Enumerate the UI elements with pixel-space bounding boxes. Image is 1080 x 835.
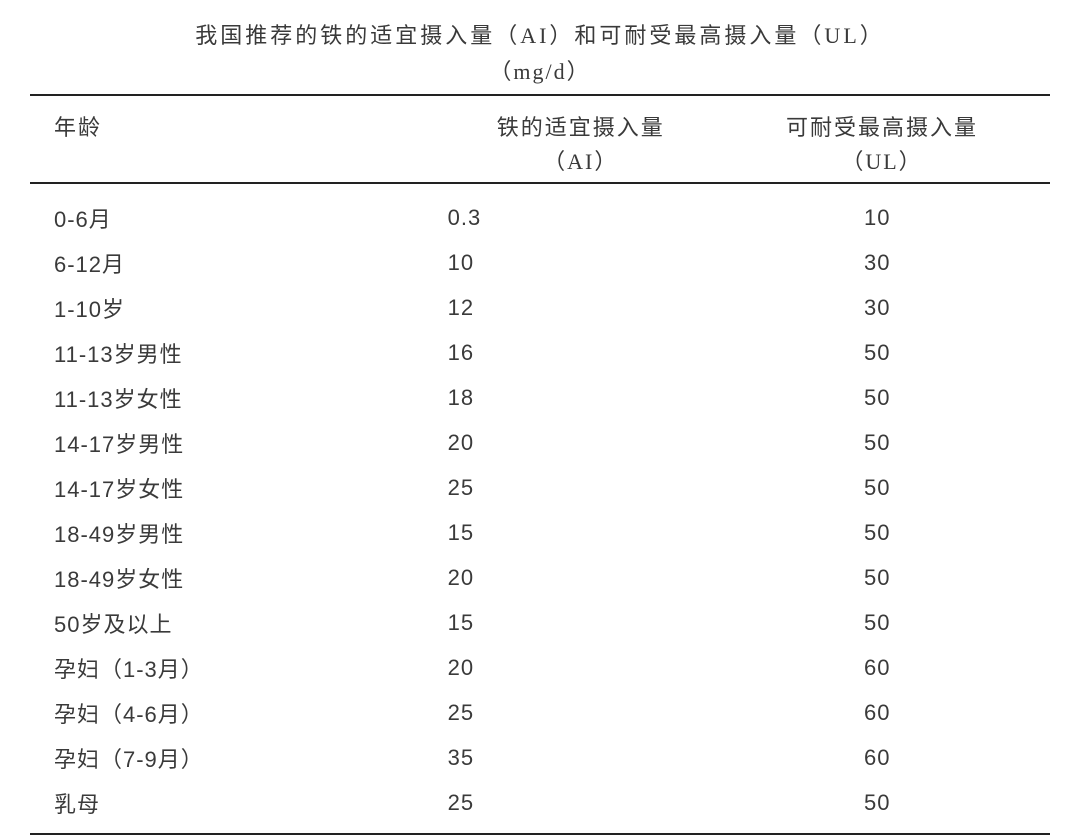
cell-ai: 12	[418, 286, 744, 331]
cell-age: 孕妇（1-3月）	[30, 646, 418, 691]
cell-ai: 25	[418, 691, 744, 736]
cell-ai: 20	[418, 421, 744, 466]
cell-age: 14-17岁女性	[30, 466, 418, 511]
table-row: 乳母2550	[30, 781, 1050, 834]
table-subtitle: （mg/d）	[30, 54, 1050, 94]
table-container: 我国推荐的铁的适宜摄入量（AI）和可耐受最高摄入量（UL） （mg/d） 年龄 …	[30, 10, 1050, 835]
cell-ai: 15	[418, 511, 744, 556]
cell-age: 0-6月	[30, 184, 418, 241]
table-row: 11-13岁男性1650	[30, 331, 1050, 376]
cell-age: 11-13岁女性	[30, 376, 418, 421]
cell-ai: 25	[418, 781, 744, 834]
cell-age: 6-12月	[30, 241, 418, 286]
table-row: 6-12月1030	[30, 241, 1050, 286]
cell-ai: 18	[418, 376, 744, 421]
cell-ul: 60	[744, 736, 1050, 781]
cell-ul: 60	[744, 646, 1050, 691]
cell-ul: 50	[744, 511, 1050, 556]
header-ul: 可耐受最高摄入量 （UL）	[744, 96, 1050, 182]
cell-age: 50岁及以上	[30, 601, 418, 646]
cell-age: 1-10岁	[30, 286, 418, 331]
cell-age: 孕妇（7-9月）	[30, 736, 418, 781]
cell-age: 14-17岁男性	[30, 421, 418, 466]
cell-ai: 35	[418, 736, 744, 781]
table-row: 50岁及以上1550	[30, 601, 1050, 646]
cell-ai: 25	[418, 466, 744, 511]
table-row: 孕妇（4-6月）2560	[30, 691, 1050, 736]
cell-age: 乳母	[30, 781, 418, 834]
cell-age: 11-13岁男性	[30, 331, 418, 376]
data-table-body: 0-6月0.3106-12月10301-10岁123011-13岁男性16501…	[30, 184, 1050, 833]
table-row: 孕妇（1-3月）2060	[30, 646, 1050, 691]
cell-age: 18-49岁男性	[30, 511, 418, 556]
cell-ai: 10	[418, 241, 744, 286]
table-row: 1-10岁1230	[30, 286, 1050, 331]
header-ul-main: 可耐受最高摄入量	[786, 115, 978, 140]
header-ai-main: 铁的适宜摄入量	[497, 115, 665, 140]
cell-ul: 30	[744, 241, 1050, 286]
cell-ul: 50	[744, 421, 1050, 466]
cell-ai: 20	[418, 556, 744, 601]
table-row: 孕妇（7-9月）3560	[30, 736, 1050, 781]
table-title: 我国推荐的铁的适宜摄入量（AI）和可耐受最高摄入量（UL）	[30, 10, 1050, 54]
cell-ul: 30	[744, 286, 1050, 331]
header-row: 年龄 铁的适宜摄入量 （AI） 可耐受最高摄入量 （UL）	[30, 96, 1050, 182]
cell-ai: 20	[418, 646, 744, 691]
cell-ai: 15	[418, 601, 744, 646]
table-body: 0-6月0.3106-12月10301-10岁123011-13岁男性16501…	[30, 184, 1050, 833]
cell-ul: 50	[744, 466, 1050, 511]
header-ul-sub: （UL）	[754, 142, 1010, 176]
cell-ai: 16	[418, 331, 744, 376]
header-ai-sub: （AI）	[428, 142, 734, 176]
cell-ul: 10	[744, 184, 1050, 241]
cell-ul: 50	[744, 376, 1050, 421]
cell-ul: 50	[744, 331, 1050, 376]
cell-ul: 50	[744, 556, 1050, 601]
table-row: 18-49岁女性2050	[30, 556, 1050, 601]
header-age: 年龄	[30, 96, 418, 182]
table-row: 0-6月0.310	[30, 184, 1050, 241]
table-row: 18-49岁男性1550	[30, 511, 1050, 556]
data-table: 年龄 铁的适宜摄入量 （AI） 可耐受最高摄入量 （UL）	[30, 96, 1050, 182]
header-age-label: 年龄	[54, 115, 102, 140]
table-row: 11-13岁女性1850	[30, 376, 1050, 421]
cell-ul: 60	[744, 691, 1050, 736]
cell-ai: 0.3	[418, 184, 744, 241]
header-ai: 铁的适宜摄入量 （AI）	[418, 96, 744, 182]
cell-ul: 50	[744, 781, 1050, 834]
cell-ul: 50	[744, 601, 1050, 646]
table-row: 14-17岁女性2550	[30, 466, 1050, 511]
table-head: 年龄 铁的适宜摄入量 （AI） 可耐受最高摄入量 （UL）	[30, 96, 1050, 182]
cell-age: 18-49岁女性	[30, 556, 418, 601]
table-row: 14-17岁男性2050	[30, 421, 1050, 466]
cell-age: 孕妇（4-6月）	[30, 691, 418, 736]
